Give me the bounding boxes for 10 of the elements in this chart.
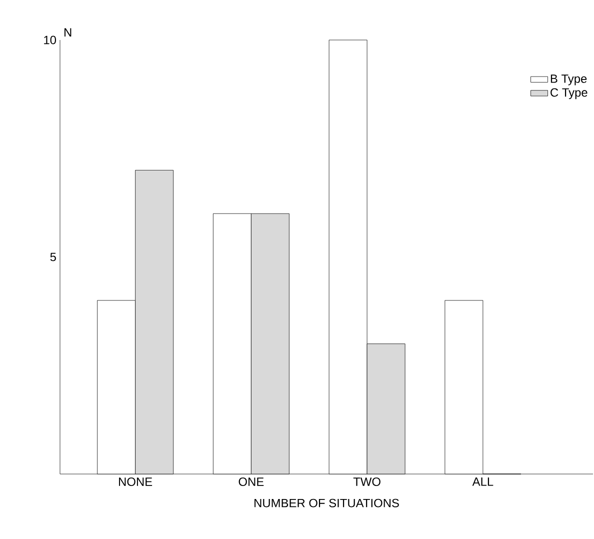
legend-label: B Type: [550, 74, 587, 86]
y-tick-label: 10: [44, 36, 56, 44]
x-tick-label: TWO: [353, 478, 380, 486]
legend-label: C Type: [550, 88, 588, 100]
y-axis-title: N: [64, 28, 72, 36]
x-tick-label: ALL: [472, 478, 494, 486]
x-tick-label: NONE: [119, 478, 152, 486]
x-axis-title: NUMBER OF SITUATIONS: [254, 498, 399, 508]
x-tick-label: ONE: [238, 478, 264, 486]
y-tick-label: 5: [50, 252, 56, 262]
